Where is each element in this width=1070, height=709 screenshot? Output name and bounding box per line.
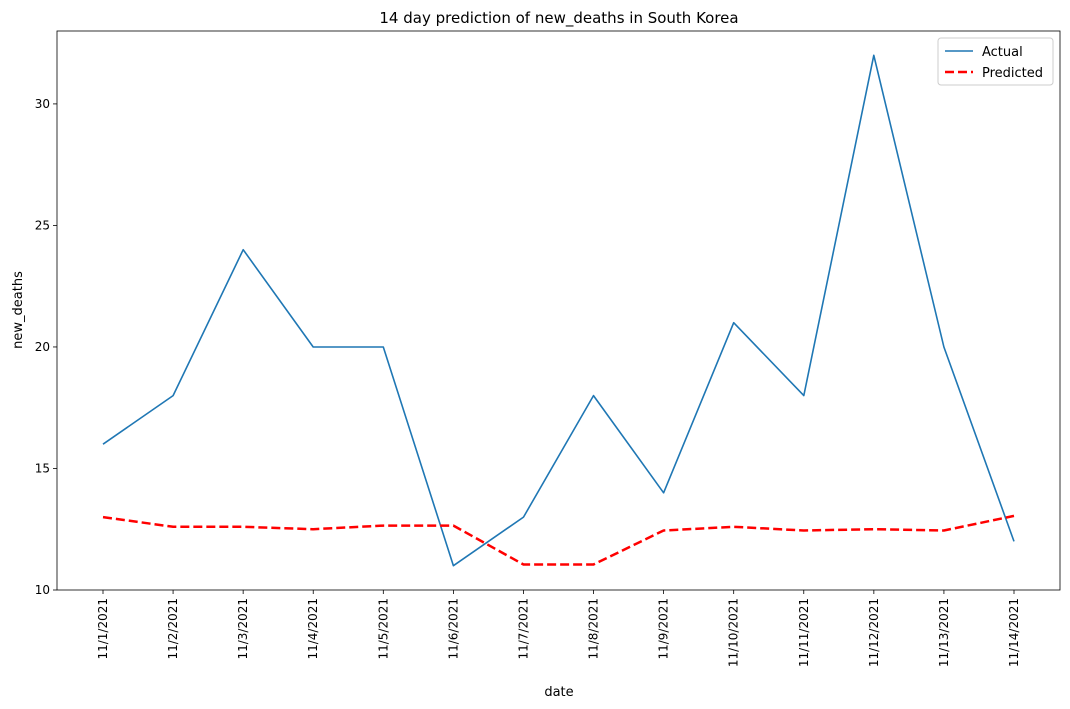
x-tick-label: 11/5/2021: [376, 598, 390, 660]
legend: Actual Predicted: [937, 37, 1054, 86]
y-axis-label: new_deaths: [11, 271, 26, 349]
y-tick-label: 30: [35, 97, 50, 111]
y-tick-label: 10: [35, 583, 50, 597]
x-tick-label: 11/13/2021: [937, 598, 951, 667]
x-tick-label: 11/12/2021: [867, 598, 881, 667]
x-tick-label: 11/14/2021: [1007, 598, 1021, 667]
x-tick-label: 11/11/2021: [797, 598, 811, 667]
x-tick-label: 11/6/2021: [446, 598, 460, 660]
y-tick-label: 20: [35, 340, 50, 354]
x-tick-label: 11/10/2021: [727, 598, 741, 667]
x-tick-label: 11/9/2021: [657, 598, 671, 660]
legend-label-actual: Actual: [982, 45, 1023, 60]
series-line-actual: [102, 54, 1015, 567]
series-line-predicted: [102, 514, 1015, 566]
x-tick-label: 11/7/2021: [516, 598, 530, 660]
x-axis-label: date: [544, 685, 573, 700]
x-tick-label: 11/3/2021: [236, 598, 250, 660]
chart-title: 14 day prediction of new_deaths in South…: [379, 9, 738, 28]
x-tick-label: 11/8/2021: [587, 598, 601, 660]
axes-frame: [56, 30, 1061, 591]
plot-area: 10 15 20 25 30 11/1/2021 11/2/2021 11/3/2021 11/…: [35, 30, 1061, 667]
x-tick-label: 11/1/2021: [96, 598, 110, 660]
legend-label-predicted: Predicted: [982, 66, 1043, 81]
y-tick-label: 25: [35, 218, 50, 232]
y-tick-label: 15: [35, 461, 50, 475]
x-tick-label: 11/2/2021: [166, 598, 180, 660]
x-tick-label: 11/4/2021: [306, 598, 320, 660]
